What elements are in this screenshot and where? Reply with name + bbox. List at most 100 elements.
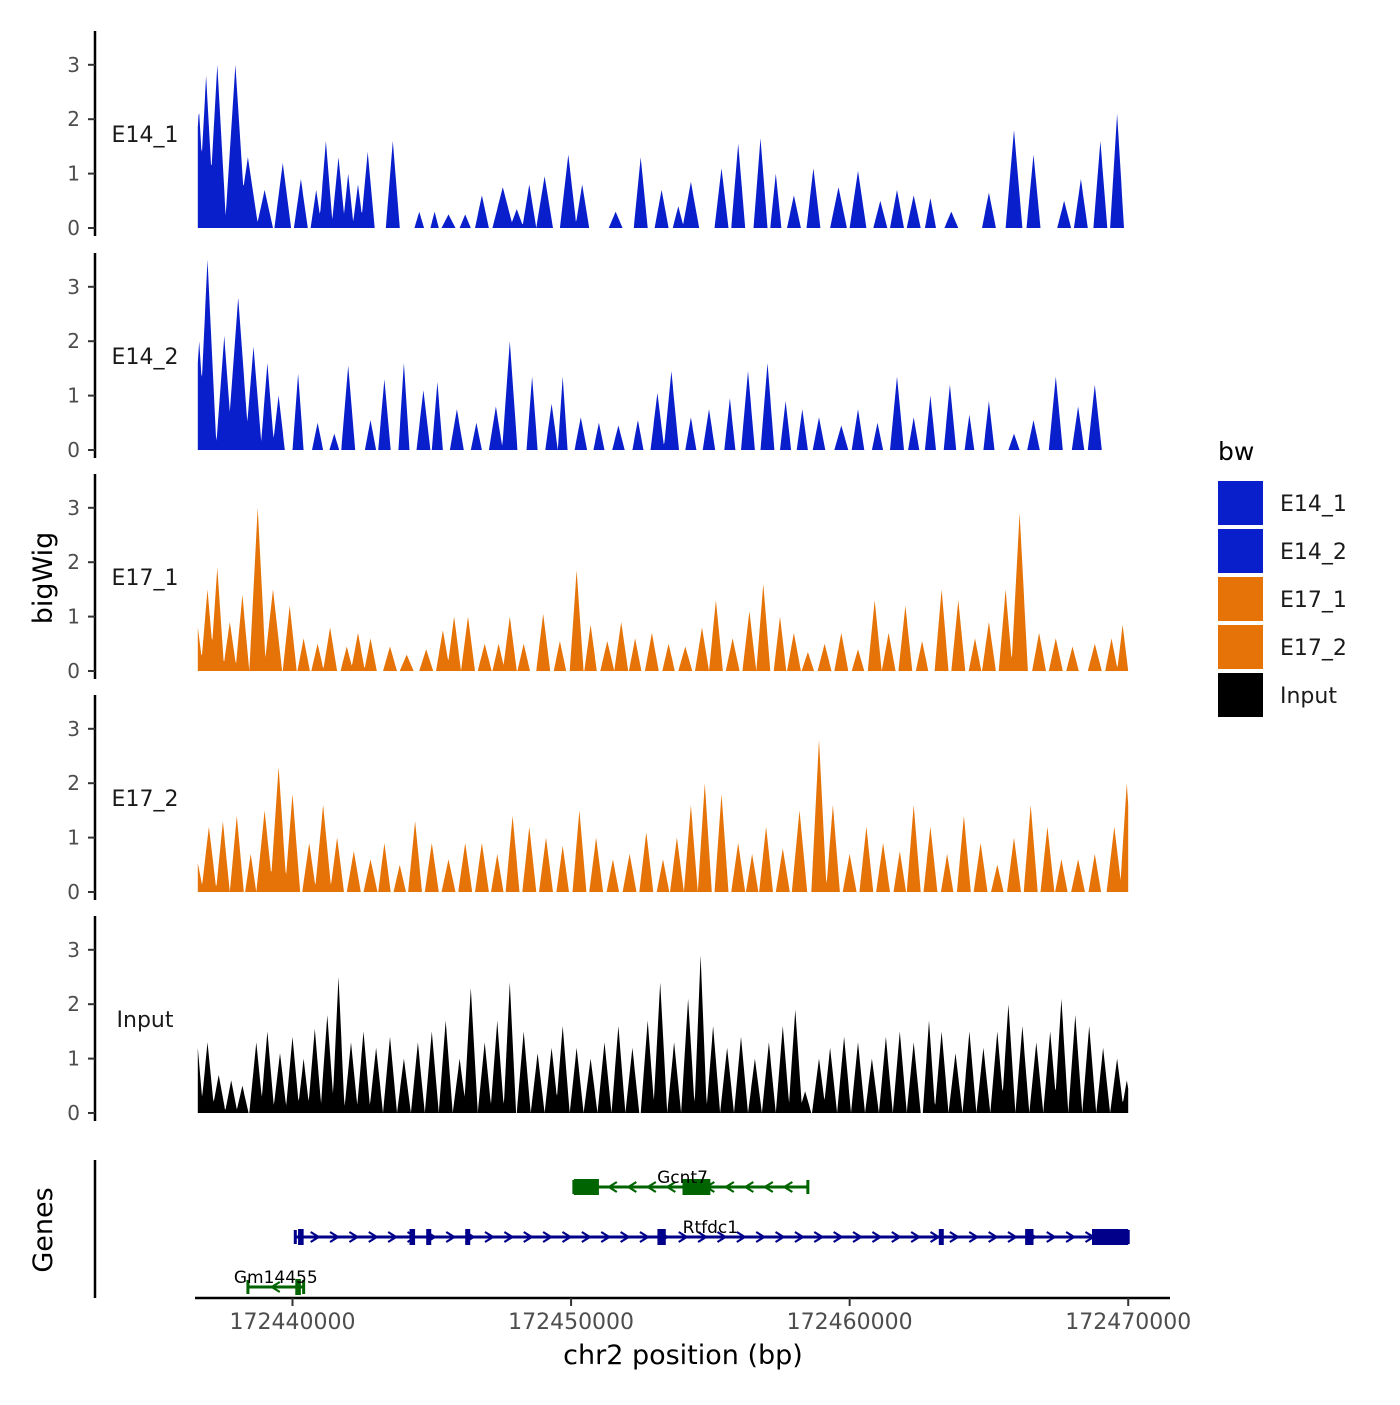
track-label: Input [117,1008,174,1033]
x-tick-label: 172470000 [1065,1310,1191,1335]
track-E14_1: 0 1 2 3 E14_1 [67,31,1129,240]
y-tick-label: 2 [67,107,80,131]
legend-label: E14_2 [1280,540,1347,565]
gene-exon [295,1279,301,1295]
strand-chevron [269,1281,281,1293]
strand-chevron [833,1231,844,1243]
gene-exon [938,1229,944,1245]
track-E17_1: 0 1 2 3 E17_1 [67,474,1129,683]
y-tick-label: 3 [67,717,80,741]
gene-track: Gcnt7 Rtfdc1 Gm14455 [93,1160,1130,1298]
y-tick-label: 3 [67,275,80,299]
bigwig-tracks: 0 1 2 3 E14_1 0 1 2 3 E14_2 0 1 2 3 E17_1 0 1 2 3 E17_2 0 1 2 3… [67,31,1129,1125]
strand-chevron [606,1181,618,1193]
x-tick-label: 172440000 [230,1310,356,1335]
coverage-area-E17_2 [197,739,1129,892]
strand-chevron [665,1181,676,1193]
track-E14_2: 0 1 2 3 E14_2 [67,253,1129,462]
y-tick-label: 0 [67,880,80,904]
strand-chevron [891,1231,902,1243]
strand-chevron [348,1231,360,1243]
x-axis-title: chr2 position (bp) [563,1340,803,1371]
track-label: E14_2 [112,345,179,370]
strand-chevron [968,1231,980,1243]
coverage-area-E14_1 [197,64,1129,228]
strand-chevron [762,1181,774,1193]
legend-label: E17_1 [1280,588,1347,613]
strand-chevron [445,1231,457,1243]
strand-chevron [723,1181,735,1193]
strand-chevron [645,1181,657,1193]
y-tick-label: 1 [67,162,80,186]
track-label: E17_2 [112,787,179,812]
coverage-area-E14_2 [197,259,1129,450]
strand-chevron [736,1231,747,1243]
legend-entry: E14_1 [1218,481,1347,525]
legend-entry: E14_2 [1218,529,1347,573]
legend-label: Input [1280,684,1337,709]
strand-chevron [813,1231,825,1243]
track-label: E14_1 [112,123,179,148]
legend-title: bw [1218,437,1254,466]
strand-chevron [774,1231,786,1243]
y-tick-label: 2 [67,329,80,353]
y-tick-label: 0 [67,659,80,683]
y-tick-label: 3 [67,53,80,77]
gene-exon [298,1229,304,1245]
x-axis: 172440000 172450000 172460000 172470000 [195,1296,1191,1335]
gene-exon [465,1229,471,1245]
y-axis-title: bigWig [28,532,59,625]
strand-chevron [755,1231,767,1243]
gene-label: Gm14455 [234,1268,318,1288]
legend-entry: Input [1218,673,1337,717]
track-Input: 0 1 2 3 Input [67,916,1129,1125]
strand-chevron [329,1231,341,1243]
genes-axis-title: Genes [28,1187,59,1272]
gene-exon [573,1179,599,1195]
strand-chevron [639,1231,651,1243]
coverage-area-E17_1 [197,507,1129,671]
legend-label: E14_1 [1280,492,1347,517]
strand-chevron [949,1231,960,1243]
gene-label: Gcnt7 [657,1168,708,1188]
legend: bw E14_1 E14_2 E17_1 E17_2 Input [1218,437,1347,717]
strand-chevron [910,1231,922,1243]
strand-chevron [794,1231,805,1243]
gene-exon [682,1179,711,1195]
strand-chevron [503,1231,515,1243]
strand-chevron [1007,1231,1019,1243]
strand-chevron [561,1231,573,1243]
gene-Gcnt7: Gcnt7 [572,1168,810,1195]
y-tick-label: 2 [67,992,80,1016]
strand-chevron [1046,1231,1057,1243]
gene-exon [1025,1229,1034,1245]
strand-chevron [988,1231,999,1243]
y-tick-label: 1 [67,826,80,850]
track-E17_2: 0 1 2 3 E17_2 [67,695,1129,904]
strand-chevron [626,1181,637,1193]
gene-exon [1092,1229,1129,1245]
gene-exon [426,1229,432,1245]
legend-swatch [1218,673,1263,717]
y-tick-label: 1 [67,605,80,629]
strand-chevron [600,1231,612,1243]
y-tick-label: 1 [67,1047,80,1071]
strand-chevron [852,1231,864,1243]
strand-chevron [620,1231,631,1243]
legend-entry: E17_1 [1218,577,1347,621]
gene-exon [657,1229,666,1245]
strand-chevron [523,1231,534,1243]
strand-chevron [387,1231,399,1243]
strand-chevron [310,1231,321,1243]
coverage-area-Input [197,955,1129,1113]
y-tick-label: 0 [67,216,80,240]
x-tick-label: 172460000 [787,1310,913,1335]
strand-chevron [484,1231,496,1243]
gene-Gm14455: Gm14455 [234,1268,318,1295]
y-tick-label: 2 [67,771,80,795]
gene-Rtfdc1: Rtfdc1 [293,1218,1130,1245]
legend-label: E17_2 [1280,636,1347,661]
y-tick-label: 3 [67,496,80,520]
